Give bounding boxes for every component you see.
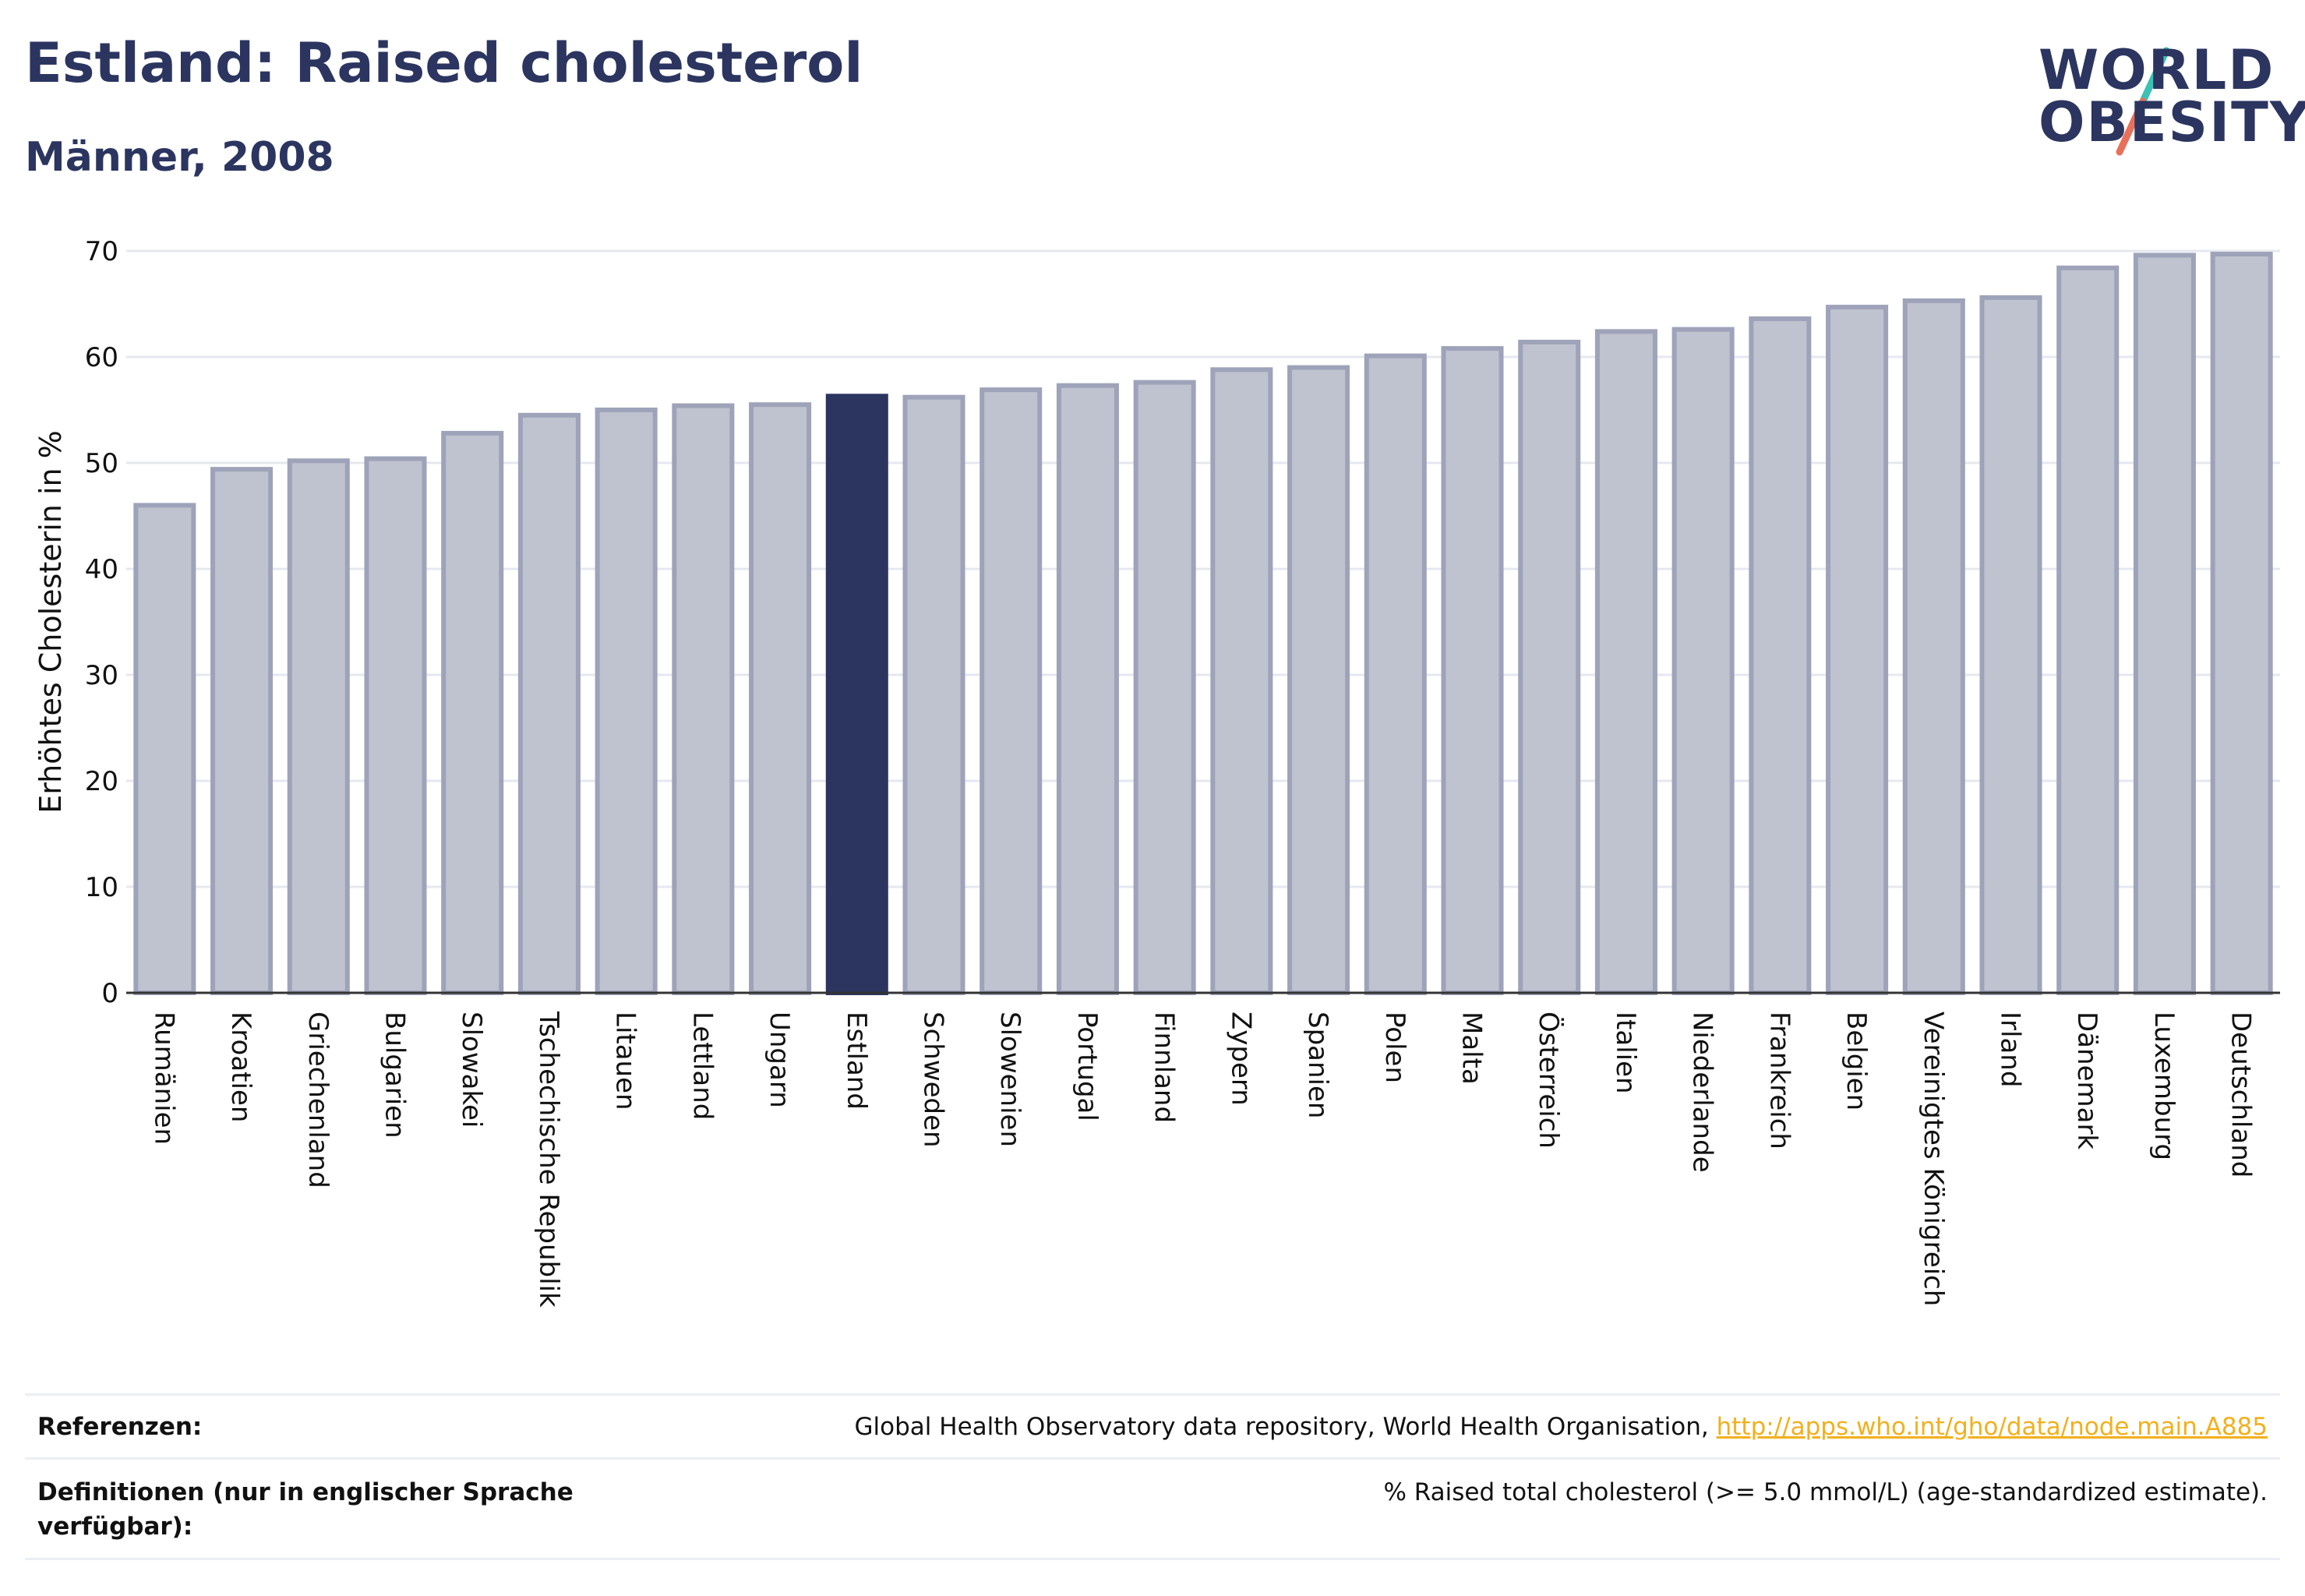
bar: [902, 394, 965, 995]
bar: [517, 412, 581, 995]
y-tick-label: 10: [85, 872, 118, 903]
x-tick-label: Italien: [1610, 1012, 1641, 1094]
page-title: Estland: Raised cholesterol: [25, 31, 863, 95]
references-row: Referenzen: Global Health Observatory da…: [25, 1393, 2280, 1460]
bar: [1826, 305, 1889, 995]
x-tick-label: Belgien: [1841, 1012, 1872, 1110]
y-tick-label: 20: [85, 766, 118, 797]
x-tick-label: Lettland: [687, 1012, 718, 1120]
x-tick-label: Malta: [1456, 1012, 1488, 1085]
x-tick-label: Slowenien: [994, 1012, 1025, 1147]
logo-slash-icon: [2116, 47, 2170, 156]
logo-text-world: WORLD: [2038, 38, 2275, 102]
bar: [749, 402, 812, 995]
y-tick-label: 30: [85, 660, 118, 691]
x-tick-label: Dänemark: [2071, 1012, 2102, 1149]
x-tick-label: Luxemburg: [2148, 1012, 2180, 1160]
bar: [287, 458, 350, 995]
x-tick-label: Ungarn: [764, 1012, 795, 1108]
bar: [825, 394, 888, 995]
x-tick-label: Litauen: [610, 1012, 641, 1110]
x-tick-label: Deutschland: [2226, 1012, 2257, 1178]
x-tick-label: Irland: [1995, 1012, 2026, 1087]
bar: [1671, 327, 1735, 995]
x-tick-label: Bulgarien: [379, 1012, 411, 1139]
references-label: Referenzen:: [37, 1413, 203, 1441]
y-tick-label: 70: [85, 236, 118, 267]
x-tick-label: Österreich: [1533, 1012, 1565, 1149]
bar: [2133, 252, 2196, 995]
x-tick-label: Portugal: [1071, 1012, 1103, 1121]
bar: [2210, 252, 2273, 995]
x-tick-label: Vereinigtes Königreich: [1918, 1012, 1949, 1306]
x-tick-label: Frankreich: [1763, 1012, 1795, 1149]
bar: [441, 430, 504, 995]
bar: [1210, 367, 1273, 995]
x-tick-label: Polen: [1379, 1012, 1410, 1083]
bar: [210, 467, 274, 995]
bar: [364, 456, 427, 995]
x-tick-label: Griechenland: [302, 1012, 334, 1188]
bar: [1364, 353, 1427, 995]
references-value: Global Health Observatory data repositor…: [855, 1410, 2268, 1444]
y-tick-label: 60: [85, 342, 118, 373]
bar: [1441, 346, 1504, 995]
definitions-label: Definitionen (nur in englischer Sprache …: [37, 1478, 574, 1541]
bar: [1594, 329, 1657, 995]
x-tick-label: Zypern: [1225, 1012, 1256, 1106]
references-text: Global Health Observatory data repositor…: [854, 1413, 1717, 1441]
world-obesity-logo[interactable]: WORLD OBESITY: [2026, 23, 2305, 164]
x-tick-label: Kroatien: [225, 1012, 256, 1122]
bar: [133, 503, 196, 995]
bar: [1133, 380, 1196, 995]
bar-chart: 0 10 20 30 40 50 60 70 Erhöhtes Cholesterin in %…: [34, 236, 2280, 1308]
bar: [1287, 365, 1350, 996]
x-tick-label: Spanien: [1302, 1012, 1333, 1118]
bar: [1979, 295, 2042, 995]
definitions-value: % Raised total cholesterol (>= 5.0 mmol/…: [1383, 1478, 2268, 1506]
x-tick-label: Finnland: [1149, 1012, 1180, 1123]
bar: [595, 408, 658, 995]
x-tick-label: Rumänien: [148, 1012, 179, 1145]
bar: [1518, 339, 1581, 995]
logo-text-obesity: OBESITY: [2038, 90, 2305, 154]
bar: [980, 387, 1043, 996]
y-tick-label: 50: [85, 448, 118, 479]
bar: [1902, 298, 1965, 996]
x-tick-label: Schweden: [918, 1012, 949, 1148]
y-tick-label: 0: [101, 978, 118, 1009]
bar: [1749, 316, 1812, 996]
bar: [672, 403, 735, 995]
references-link[interactable]: http://apps.who.int/gho/data/node.main.A…: [1716, 1413, 2268, 1441]
y-tick-label: 40: [85, 554, 118, 585]
x-tick-label: Slowakei: [456, 1012, 487, 1128]
bar: [2056, 265, 2120, 995]
page-subtitle: Männer, 2008: [25, 134, 334, 181]
y-axis-label: Erhöhtes Cholesterin in %: [34, 430, 68, 814]
x-tick-label: Niederlande: [1687, 1012, 1718, 1173]
x-tick-label: Estland: [841, 1012, 872, 1110]
bar: [1056, 383, 1119, 996]
definitions-row: Definitionen (nur in englischer Sprache …: [25, 1457, 2280, 1560]
x-tick-label: Tschechische Republik: [533, 1011, 564, 1308]
